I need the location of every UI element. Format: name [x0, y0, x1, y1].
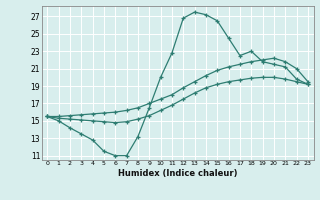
X-axis label: Humidex (Indice chaleur): Humidex (Indice chaleur): [118, 169, 237, 178]
